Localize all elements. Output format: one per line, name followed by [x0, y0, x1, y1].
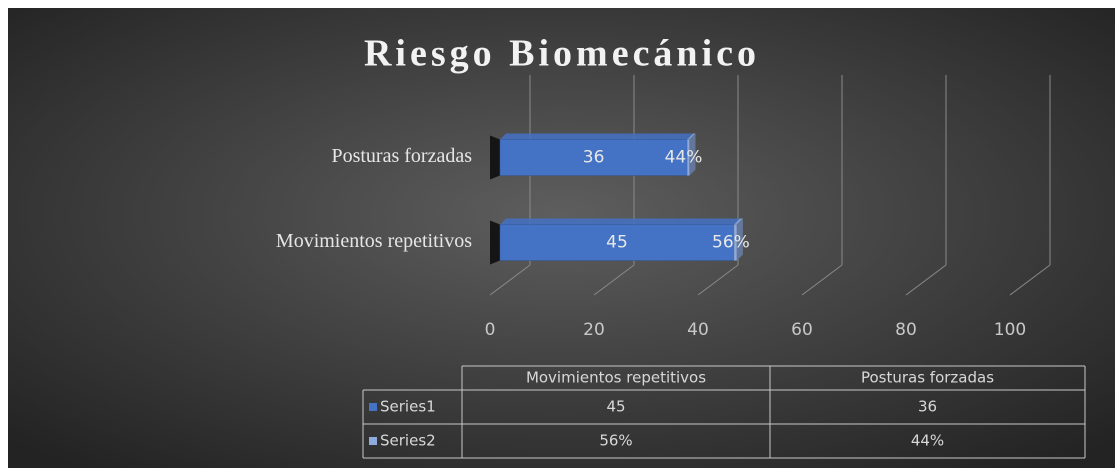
- floor-grid-line: [593, 264, 635, 296]
- bar-shadow: [490, 135, 500, 180]
- bar-top: [500, 133, 694, 140]
- x-tick-label: 40: [687, 320, 709, 340]
- legend-label: Series2: [380, 432, 436, 450]
- legend-swatch: [369, 437, 377, 445]
- floor-grid-line: [489, 264, 531, 296]
- data-label: 56%: [712, 233, 750, 253]
- x-tick-label: 100: [994, 320, 1026, 340]
- x-tick-label: 20: [583, 320, 605, 340]
- chart-title: Riesgo Biomecánico: [364, 33, 760, 75]
- floor-grid-line: [1009, 264, 1051, 296]
- table-header: Posturas forzadas: [861, 369, 994, 387]
- floor-grid-line: [697, 264, 739, 296]
- x-tick-label: 0: [485, 320, 496, 340]
- x-tick-label: 80: [895, 320, 917, 340]
- bar-shadow: [490, 220, 500, 265]
- bar-side: [736, 218, 743, 261]
- legend-label: Series1: [380, 398, 436, 416]
- table-cell: 36: [918, 398, 937, 416]
- bar-side: [689, 133, 696, 176]
- table-cell: 56%: [599, 432, 632, 450]
- bar-top: [687, 133, 696, 140]
- floor-grid-line: [801, 264, 843, 296]
- data-label: 44%: [665, 148, 703, 168]
- data-label: 45: [606, 233, 628, 253]
- y-tick-label: Movimientos repetitivos: [276, 230, 472, 252]
- bar-top: [734, 218, 743, 225]
- legend-swatch: [369, 403, 377, 411]
- table-cell: 44%: [911, 432, 944, 450]
- y-tick-label: Posturas forzadas: [331, 145, 472, 167]
- floor-grid-line: [905, 264, 947, 296]
- bar-top: [500, 218, 740, 225]
- data-label: 36: [583, 148, 605, 168]
- table-cell: 45: [606, 398, 625, 416]
- bar: [499, 224, 735, 261]
- x-tick-label: 60: [791, 320, 813, 340]
- table-header: Movimientos repetitivos: [526, 369, 706, 387]
